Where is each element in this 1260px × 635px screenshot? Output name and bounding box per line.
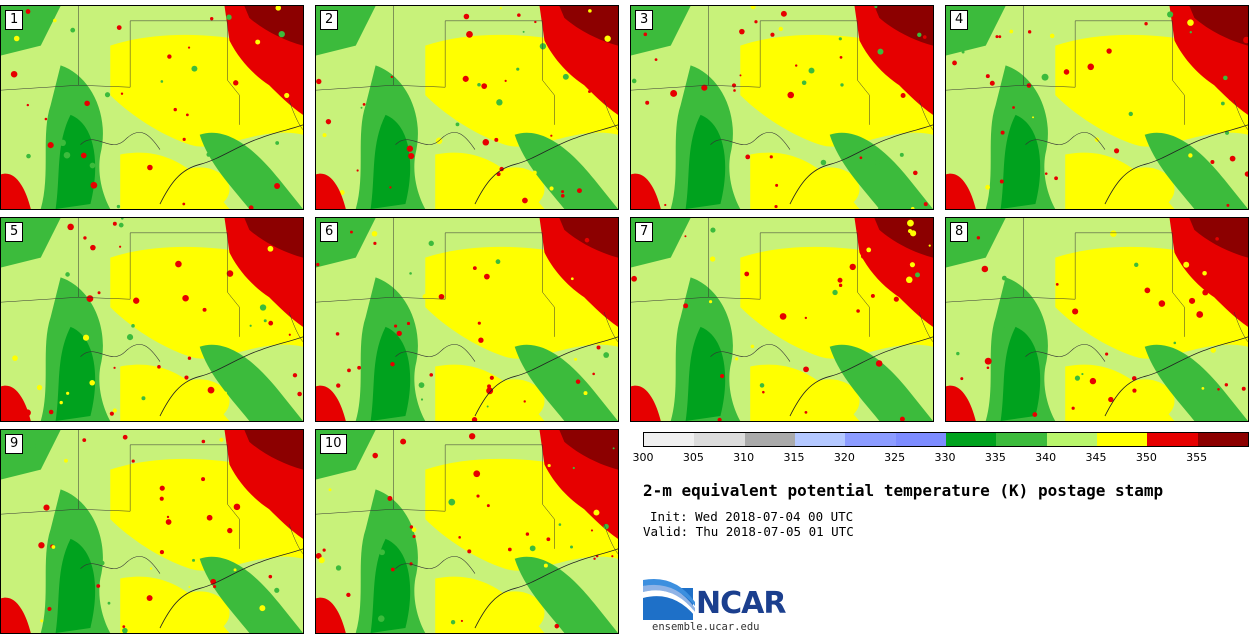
theta-e-map xyxy=(1,6,303,209)
theta-e-map xyxy=(946,6,1248,209)
colorbar xyxy=(643,432,1249,447)
colorbar-segment xyxy=(1096,433,1148,446)
member-label: 1 xyxy=(5,10,24,30)
theta-e-map xyxy=(1,218,303,421)
logo-text: NCAR xyxy=(696,586,786,621)
colorbar-segment xyxy=(895,433,946,446)
logo-url: ensemble.ucar.edu xyxy=(652,621,760,633)
colorbar-segment xyxy=(794,433,846,446)
theta-e-map xyxy=(1,430,303,633)
colorbar-tick-label: 345 xyxy=(1085,451,1107,464)
colorbar-tick-label: 335 xyxy=(984,451,1006,464)
colorbar-segment xyxy=(694,433,745,446)
colorbar-segment xyxy=(996,433,1047,446)
colorbar-tick-label: 310 xyxy=(733,451,755,464)
colorbar-segment xyxy=(845,433,896,446)
colorbar-tick-label: 305 xyxy=(682,451,704,464)
colorbar-tick-label: 325 xyxy=(884,451,906,464)
member-label: 6 xyxy=(320,222,339,242)
colorbar-tick-label: 355 xyxy=(1186,451,1208,464)
member-label: 4 xyxy=(950,10,969,30)
ensemble-member-panel: 5 xyxy=(0,217,304,422)
colorbar-segment xyxy=(744,433,795,446)
theta-e-map xyxy=(316,6,618,209)
colorbar-segment xyxy=(1147,433,1198,446)
member-label: 8 xyxy=(950,222,969,242)
colorbar-tick-label: 300 xyxy=(632,451,654,464)
colorbar-tick-label: 350 xyxy=(1135,451,1157,464)
theta-e-map xyxy=(631,218,933,421)
colorbar-tick-label: 340 xyxy=(1035,451,1057,464)
init-time: Init: Wed 2018-07-04 00 UTC xyxy=(650,509,854,524)
ensemble-member-panel: 7 xyxy=(630,217,934,422)
ncar-logo-icon xyxy=(643,578,695,620)
member-label: 5 xyxy=(5,222,24,242)
ensemble-member-panel: 4 xyxy=(945,5,1249,210)
ensemble-member-panel: 8 xyxy=(945,217,1249,422)
valid-time: Valid: Thu 2018-07-05 01 UTC xyxy=(643,524,854,539)
colorbar-tick-label: 330 xyxy=(934,451,956,464)
colorbar-segment xyxy=(945,433,997,446)
ensemble-member-panel: 9 xyxy=(0,429,304,634)
colorbar-tick-label: 320 xyxy=(833,451,855,464)
member-label: 9 xyxy=(5,434,24,454)
ensemble-member-panel: 6 xyxy=(315,217,619,422)
ensemble-member-panel: 10 xyxy=(315,429,619,634)
theta-e-map xyxy=(316,430,618,633)
member-label: 2 xyxy=(320,10,339,30)
theta-e-map xyxy=(946,218,1248,421)
ensemble-member-panel: 1 xyxy=(0,5,304,210)
figure-title: 2-m equivalent potential temperature (K)… xyxy=(643,481,1164,500)
colorbar-tick-label: 315 xyxy=(783,451,805,464)
ensemble-member-panel: 2 xyxy=(315,5,619,210)
ensemble-member-panel: 3 xyxy=(630,5,934,210)
member-label: 3 xyxy=(635,10,654,30)
colorbar-segment xyxy=(1197,433,1248,446)
colorbar-segment xyxy=(644,433,695,446)
colorbar-segment xyxy=(1046,433,1097,446)
member-label: 10 xyxy=(320,434,347,454)
theta-e-map xyxy=(316,218,618,421)
member-label: 7 xyxy=(635,222,654,242)
theta-e-map xyxy=(631,6,933,209)
